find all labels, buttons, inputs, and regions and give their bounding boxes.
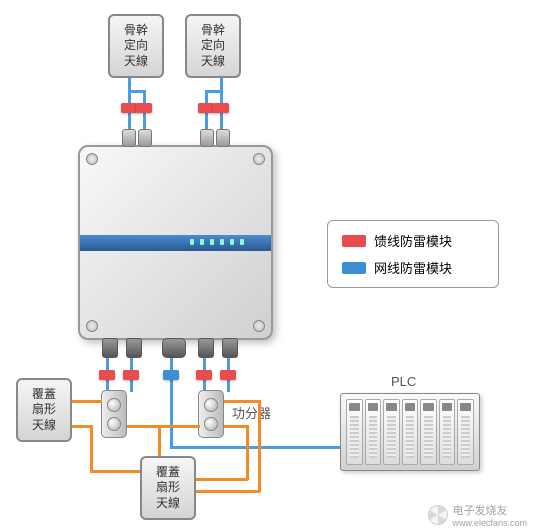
- surge-feeder-module: [121, 103, 137, 113]
- watermark-text-1: 电子发烧友: [452, 502, 527, 518]
- cable-rf: [158, 425, 161, 458]
- antenna-label: 骨幹定向天線: [124, 23, 148, 70]
- cable: [205, 90, 223, 93]
- legend-item-ethernet: 网线防雷模块: [342, 258, 484, 277]
- legend: 馈线防雷模块 网线防雷模块: [327, 220, 499, 288]
- wireless-ap-device: [78, 145, 273, 340]
- cable-rf: [72, 400, 102, 403]
- plc-device: [340, 393, 480, 471]
- cable-rf: [196, 478, 248, 481]
- antenna-label: 覆蓋扇形天線: [156, 465, 180, 512]
- surge-feeder-module: [220, 370, 236, 380]
- cable-rf: [72, 425, 92, 428]
- antenna-label: 覆蓋扇形天線: [32, 387, 56, 434]
- cable: [128, 90, 146, 93]
- cable-rf: [258, 400, 261, 492]
- cable-rf: [196, 490, 260, 493]
- antenna-label: 骨幹定向天線: [201, 23, 225, 70]
- cable-rf: [90, 470, 142, 473]
- legend-swatch-red: [342, 235, 366, 247]
- power-splitter-2: [198, 390, 224, 438]
- surge-feeder-module: [198, 103, 214, 113]
- legend-label: 馈线防雷模块: [374, 231, 452, 250]
- surge-ethernet-module: [163, 370, 179, 380]
- cable-rf: [224, 425, 248, 428]
- surge-feeder-module: [213, 103, 229, 113]
- legend-item-feeder: 馈线防雷模块: [342, 231, 484, 250]
- antenna-backbone-1: 骨幹定向天線: [108, 14, 164, 78]
- watermark: 电子发烧友 www.elecfans.com: [428, 502, 527, 528]
- surge-feeder-module: [123, 370, 139, 380]
- plc-label: PLC: [391, 374, 416, 389]
- fan-icon: [428, 505, 448, 525]
- cable-ethernet: [170, 446, 342, 449]
- surge-feeder-module: [99, 370, 115, 380]
- watermark-text-2: www.elecfans.com: [452, 518, 527, 528]
- antenna-sector-bottom: 覆蓋扇形天線: [140, 456, 196, 520]
- cable-rf: [90, 425, 93, 472]
- cable-rf: [246, 425, 249, 480]
- splitter-label: 功分器: [232, 403, 271, 422]
- legend-label: 网线防雷模块: [374, 258, 452, 277]
- cable-rf: [127, 425, 200, 428]
- antenna-sector-left: 覆蓋扇形天線: [16, 378, 72, 442]
- cable-rf: [224, 400, 260, 403]
- surge-feeder-module: [136, 103, 152, 113]
- power-splitter-1: [101, 390, 127, 438]
- legend-swatch-blue: [342, 262, 366, 274]
- antenna-backbone-2: 骨幹定向天線: [185, 14, 241, 78]
- surge-feeder-module: [196, 370, 212, 380]
